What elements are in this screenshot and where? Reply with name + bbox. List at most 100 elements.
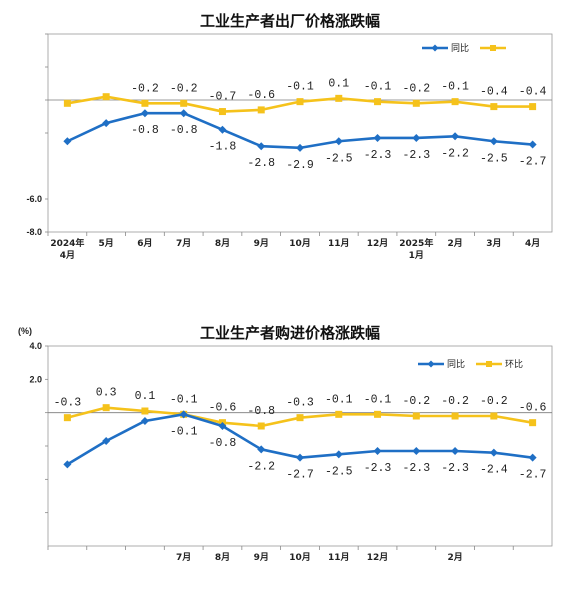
data-label: -2.4 — [480, 464, 508, 477]
data-label: -2.7 — [519, 156, 547, 169]
x-tick-label: 2月 — [447, 552, 462, 563]
data-label: -0.8 — [247, 405, 275, 418]
data-point-yoy — [412, 133, 421, 142]
data-point-yoy — [528, 453, 537, 462]
data-label: -2.7 — [519, 469, 547, 482]
data-point-mom — [102, 93, 110, 101]
data-label: -2.3 — [403, 462, 431, 475]
data-label: -0.2 — [441, 395, 469, 408]
data-label: -2.5 — [480, 152, 508, 165]
data-point-mom — [257, 422, 265, 430]
x-tick-label: 10月 — [289, 552, 311, 563]
x-tick-label: 10月 — [289, 238, 311, 249]
x-tick-label: 2024年 4月 — [50, 237, 84, 261]
data-label: 0.3 — [96, 387, 117, 400]
data-point-yoy — [179, 410, 188, 419]
data-point-yoy — [373, 133, 382, 142]
data-point-yoy — [489, 137, 498, 146]
data-point-yoy — [257, 142, 266, 151]
data-label: 0.1 — [328, 77, 349, 90]
y-tick-label: 4.0 — [29, 341, 42, 351]
x-tick-label: 8月 — [215, 238, 230, 249]
plot-frame — [47, 33, 553, 233]
data-point-yoy — [140, 417, 149, 425]
x-tick-label: 9月 — [254, 552, 269, 563]
data-label: -0.6 — [247, 89, 275, 102]
data-point-yoy — [257, 445, 266, 454]
data-point-mom — [335, 410, 343, 418]
data-point-mom — [335, 94, 343, 102]
data-point-mom — [102, 404, 110, 412]
data-point-mom — [180, 99, 188, 107]
x-tick-label: 12月 — [367, 238, 389, 249]
x-tick-label: 2025年 1月 — [399, 237, 433, 261]
data-label: -0.2 — [170, 82, 198, 95]
data-point-yoy — [140, 109, 149, 118]
data-label: -0.2 — [131, 82, 159, 95]
data-point-yoy — [218, 422, 227, 430]
x-tick-label-line: 1月 — [409, 250, 424, 261]
x-tick-label-line: 2024年 — [50, 237, 84, 249]
data-point-yoy — [63, 137, 72, 146]
data-label: -2.2 — [247, 460, 275, 473]
data-label: -2.8 — [247, 157, 275, 170]
y-tick-label: -8.0 — [26, 227, 42, 237]
data-label: -2.3 — [441, 462, 469, 475]
data-point-yoy — [102, 437, 111, 445]
x-tick-label: 11月 — [328, 238, 350, 249]
x-tick-label: 5月 — [99, 238, 114, 249]
data-label: -0.1 — [364, 81, 392, 94]
data-point-yoy — [102, 119, 111, 128]
data-label: -2.3 — [364, 149, 392, 162]
data-label: -0.1 — [325, 393, 353, 406]
data-label: -0.2 — [403, 395, 431, 408]
legend-marker-square — [486, 361, 492, 367]
data-point-mom — [374, 98, 382, 106]
x-tick-label-line: 2025年 — [399, 237, 433, 249]
legend-marker-square — [490, 45, 496, 51]
data-label: -2.9 — [286, 159, 314, 172]
y-tick-label: -6.0 — [26, 194, 42, 204]
data-label: -0.2 — [403, 82, 431, 95]
data-label: -2.2 — [441, 147, 469, 160]
data-point-yoy — [179, 109, 188, 118]
legend: 同比 环比 — [418, 358, 523, 370]
x-tick-label: 3月 — [486, 238, 501, 249]
x-tick-label: 11月 — [328, 552, 350, 563]
data-label: -2.7 — [286, 469, 314, 482]
data-label: -0.3 — [286, 397, 314, 410]
data-point-yoy — [63, 460, 72, 469]
x-tick-label: 8月 — [215, 552, 230, 563]
chart-title: 工业生产者出厂价格涨跌幅 — [200, 12, 380, 30]
legend-marker-diamond — [427, 360, 435, 368]
data-point-yoy — [489, 448, 498, 457]
data-point-mom — [451, 98, 459, 106]
x-tick-label: 2月 — [447, 238, 462, 249]
data-point-yoy — [451, 132, 460, 141]
data-point-mom — [296, 98, 304, 106]
data-label: -0.1 — [286, 81, 314, 94]
data-label: -2.3 — [364, 462, 392, 475]
data-point-mom — [412, 412, 420, 420]
data-label: -2.3 — [403, 149, 431, 162]
x-tick-label: 9月 — [254, 238, 269, 249]
data-label: -0.1 — [170, 393, 198, 406]
data-point-yoy — [296, 453, 304, 462]
data-point-mom — [529, 419, 537, 427]
data-point-yoy — [528, 140, 537, 149]
data-point-mom — [141, 407, 149, 415]
data-label: -2.5 — [325, 465, 353, 478]
x-tick-label: 6月 — [137, 238, 152, 249]
plot-frame — [47, 345, 553, 547]
data-point-mom — [412, 99, 420, 107]
y-tick-label: 2.0 — [29, 374, 42, 384]
legend-label: 同比 — [451, 42, 469, 54]
data-point-mom — [490, 103, 498, 111]
data-label: -0.6 — [519, 402, 547, 415]
data-point-mom — [63, 414, 71, 422]
data-label: -0.8 — [131, 124, 159, 137]
data-point-mom — [218, 108, 226, 116]
data-label: -0.3 — [54, 397, 82, 410]
